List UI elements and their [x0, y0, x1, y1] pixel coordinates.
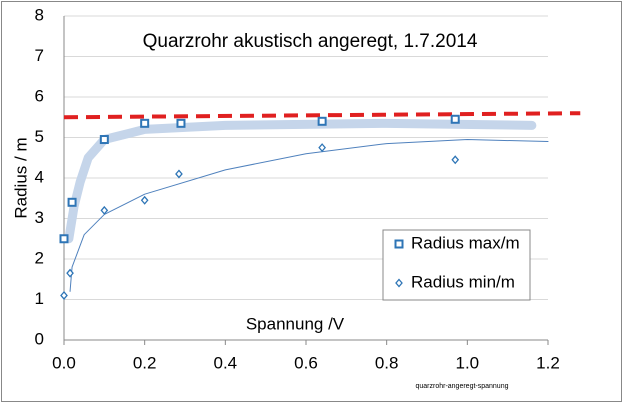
marker	[395, 278, 403, 288]
y-axis-label: Radius / m	[11, 137, 30, 218]
y-tick-label: 6	[35, 86, 44, 105]
x-axis-label: Spannung /V	[246, 314, 345, 333]
y-tick-label: 3	[35, 208, 44, 227]
x-tick-label: 0.4	[214, 353, 238, 372]
legend-box	[382, 229, 531, 301]
x-tick-label: 0.8	[375, 353, 399, 372]
marker	[99, 135, 109, 145]
y-tick-label: 5	[35, 127, 44, 146]
y-tick-label: 4	[35, 167, 44, 186]
y-tick-label: 8	[35, 5, 44, 24]
x-tick-label: 0.2	[133, 353, 157, 372]
marker	[100, 205, 109, 215]
y-tick-label: 7	[35, 46, 44, 65]
marker	[317, 116, 327, 126]
x-tick-label: 1.0	[456, 353, 480, 372]
y-tick-label: 0	[35, 329, 44, 348]
x-tick-label: 0.6	[294, 353, 318, 372]
marker	[67, 197, 77, 207]
marker	[450, 114, 460, 124]
marker	[176, 118, 186, 128]
legend-label: Radius min/m	[411, 272, 515, 291]
x-tick-label: 0.0	[52, 353, 76, 372]
footnote: quarzrohr-angeregt-spannung	[415, 383, 508, 390]
marker	[451, 155, 460, 165]
chart-title: Quarzrohr akustisch angeregt, 1.7.2014	[143, 31, 478, 52]
x-tick-label: 1.2	[536, 353, 560, 372]
legend-label: Radius max/m	[411, 233, 520, 252]
marker	[394, 239, 404, 249]
marker	[175, 169, 183, 179]
marker	[318, 143, 326, 153]
marker	[60, 290, 68, 300]
trend-line	[69, 139, 549, 292]
y-tick-label: 2	[35, 248, 44, 267]
reference-line	[63, 111, 581, 120]
y-tick-label: 1	[35, 289, 44, 308]
marker	[59, 234, 69, 244]
marker	[140, 118, 150, 128]
marker	[140, 195, 149, 205]
marker	[66, 268, 74, 278]
